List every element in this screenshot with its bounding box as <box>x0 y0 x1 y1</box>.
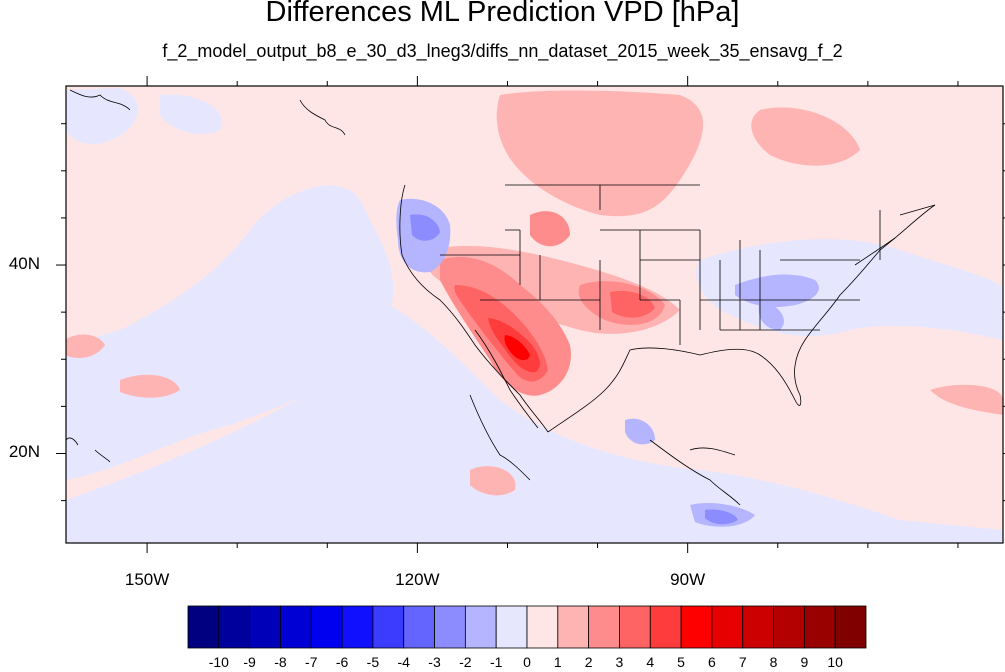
colorbar-label: 4 <box>646 654 655 670</box>
lon-label: 150W <box>124 570 170 589</box>
colorbar-label: 3 <box>615 654 624 670</box>
colorbar-label: 9 <box>800 654 809 670</box>
colorbar-label: -10 <box>208 654 229 670</box>
map-frame <box>65 85 1004 544</box>
colorbar-swatch <box>464 605 497 649</box>
colorbar-label: 0 <box>523 654 531 670</box>
colorbar-swatch <box>588 605 620 649</box>
vpd-field <box>66 86 1003 543</box>
colorbar-label: -8 <box>274 654 287 670</box>
colorbar <box>187 605 867 649</box>
colorbar-label: -4 <box>397 654 410 670</box>
colorbar-swatch <box>834 605 867 649</box>
colorbar-swatch <box>372 605 405 649</box>
colorbar-label: 5 <box>677 654 685 670</box>
colorbar-swatch <box>803 605 836 649</box>
negative-mid-regions <box>396 198 819 527</box>
colorbar-swatch <box>218 605 251 649</box>
colorbar-label: 8 <box>769 654 778 670</box>
colorbar-swatch <box>403 605 435 649</box>
colorbar-label: -3 <box>428 654 441 670</box>
colorbar-label: -9 <box>243 654 256 670</box>
lon-label: 120W <box>395 570 440 589</box>
positive-max-region <box>504 335 530 361</box>
colorbar-swatch <box>526 605 559 649</box>
negative-strong-regions <box>410 214 738 525</box>
colorbar-label: -2 <box>459 654 472 670</box>
colorbar-swatch <box>341 605 374 649</box>
colorbar-label: 1 <box>553 654 562 670</box>
colorbar-label: -7 <box>305 654 318 670</box>
colorbar-label: 2 <box>584 654 593 670</box>
colorbar-swatch <box>187 605 220 649</box>
colorbar-swatch <box>649 605 682 649</box>
colorbar-swatch <box>711 605 744 649</box>
colorbar-swatch <box>249 605 281 649</box>
coastlines <box>66 89 936 506</box>
colorbar-swatch <box>619 605 651 649</box>
colorbar-swatch <box>495 605 528 649</box>
colorbar-swatch <box>773 605 805 649</box>
colorbar-label: -5 <box>366 654 380 670</box>
colorbar-label: 6 <box>708 654 716 670</box>
lat-label: 40N <box>8 254 40 274</box>
lon-label: 90W <box>670 570 706 589</box>
axis-ticks <box>56 76 1005 553</box>
colorbar-swatch <box>434 605 466 649</box>
colorbar-label: 10 <box>827 654 843 670</box>
colorbar-swatch <box>310 605 343 649</box>
colorbar-label: -1 <box>489 654 503 670</box>
colorbar-label: -6 <box>335 654 349 670</box>
colorbar-swatch <box>557 605 590 649</box>
lat-label: 20N <box>8 442 40 462</box>
map-title: Differences ML Prediction VPD [hPa] <box>265 0 740 28</box>
colorbar-swatch <box>742 605 774 649</box>
map-subtitle: f_2_model_output_b8_e_30_d3_lneg3/diffs_… <box>162 41 843 61</box>
colorbar-label: 7 <box>738 654 747 670</box>
colorbar-swatch <box>680 605 713 649</box>
colorbar-swatch <box>280 605 312 649</box>
